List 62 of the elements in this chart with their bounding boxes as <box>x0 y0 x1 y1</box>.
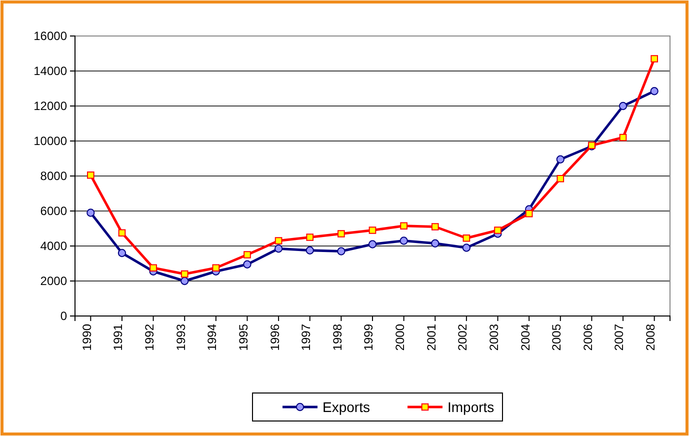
point <box>274 244 283 253</box>
point <box>556 174 564 182</box>
x-tick-label: 1998 <box>330 324 344 351</box>
point <box>650 55 658 62</box>
point <box>86 208 95 217</box>
x-tick-label: 2000 <box>393 324 408 351</box>
x-tick-label: 1997 <box>299 324 314 351</box>
point <box>368 226 376 234</box>
legend-label: Imports <box>448 398 494 415</box>
y-tick-label: 4000 <box>40 238 68 253</box>
point <box>368 240 377 248</box>
y-tick-label: 12000 <box>34 98 68 113</box>
x-tick-label: 2001 <box>424 324 438 351</box>
legend-label: Exports <box>322 398 370 415</box>
y-tick-label: 16000 <box>34 28 68 43</box>
point <box>337 247 346 256</box>
x-tick-label: 2006 <box>580 324 595 351</box>
x-tick-label: 2004 <box>518 324 532 351</box>
point <box>431 223 439 230</box>
point <box>244 251 251 258</box>
x-tick-label: 2007 <box>612 324 626 351</box>
y-tick-label: 2000 <box>40 274 68 288</box>
x-tick-label: 1996 <box>268 324 282 351</box>
point <box>618 102 628 110</box>
x-tick-label: 2002 <box>456 324 470 351</box>
point <box>650 87 658 96</box>
point <box>150 264 157 272</box>
point <box>462 234 470 242</box>
point <box>118 248 126 258</box>
x-tick-label: 1995 <box>236 324 250 351</box>
x-tick-label: 1994 <box>205 324 220 351</box>
point <box>243 260 252 268</box>
point <box>180 276 189 286</box>
point <box>400 222 408 230</box>
point <box>338 230 345 238</box>
x-tick-label: 2003 <box>486 324 501 351</box>
point <box>306 234 314 241</box>
y-tick-label: 8000 <box>40 168 68 183</box>
x-tick-label: 1999 <box>362 324 376 351</box>
point <box>86 171 94 179</box>
point <box>619 134 627 142</box>
x-tick-label: 2008 <box>644 324 658 351</box>
y-tick-label: 6000 <box>40 204 68 218</box>
x-tick-label: 1992 <box>142 324 156 351</box>
point <box>494 226 502 234</box>
x-tick-label: 1993 <box>174 324 188 351</box>
point <box>212 264 220 272</box>
point <box>525 210 533 218</box>
point <box>462 244 471 252</box>
y-tick-label: 14000 <box>34 64 68 78</box>
y-tick-label: 10000 <box>34 134 68 148</box>
x-tick-label: 2005 <box>550 324 564 351</box>
point <box>118 229 126 237</box>
point <box>556 155 564 164</box>
point <box>180 270 188 278</box>
x-tick-label: 1990 <box>80 324 94 351</box>
point <box>431 239 440 248</box>
point <box>400 236 408 245</box>
x-tick-label: 1991 <box>111 324 126 351</box>
point <box>274 237 282 244</box>
y-tick-label: 0 <box>60 308 68 323</box>
point <box>306 246 314 254</box>
